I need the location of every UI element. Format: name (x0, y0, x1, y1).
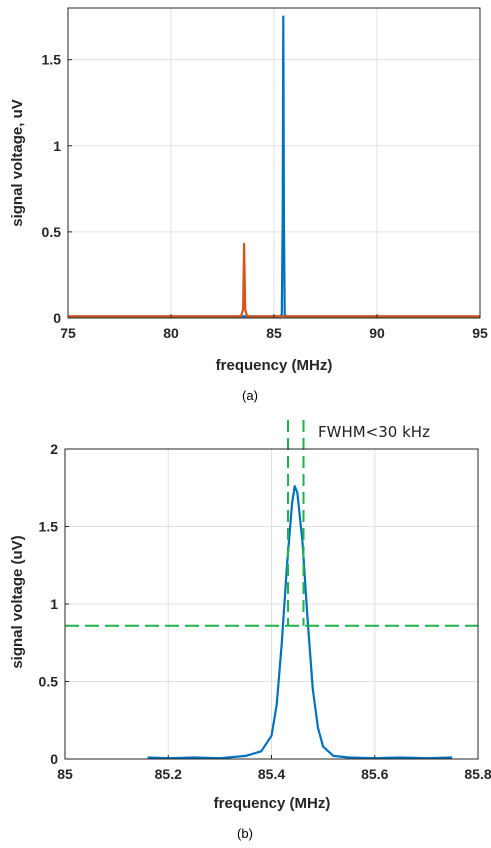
chart-a-xtick-label: 80 (163, 325, 179, 341)
chart-b-ytick-label: 2 (50, 441, 58, 457)
chart-a-series-2-line (68, 242, 480, 318)
chart-b-fwhm-lines (65, 420, 478, 627)
chart-b-ticks: 85 85.2 85.4 85.6 85.8 0 0.5 1 1.5 2 (39, 441, 491, 782)
chart-b-xtick-label: 85 (57, 766, 73, 782)
chart-b-series (147, 485, 453, 760)
chart-a-series (68, 15, 480, 318)
chart-b-ytick-label: 1 (50, 596, 58, 612)
chart-b-series-1-line (147, 485, 453, 760)
chart-a-ytick-label: 0 (53, 310, 61, 326)
chart-a-ticks: 75 80 85 90 95 0 0.5 1 1.5 (42, 52, 488, 341)
chart-a-xtick-label: 75 (60, 325, 76, 341)
chart-a-caption: (a) (242, 388, 258, 403)
chart-a-ytick-label: 0.5 (42, 224, 62, 240)
chart-a-xtick-label: 85 (266, 325, 282, 341)
chart-b-xtick-label: 85.4 (258, 766, 285, 782)
chart-b-xtick-label: 85.6 (361, 766, 388, 782)
chart-b-annotation: FWHM<30 kHz (318, 423, 430, 441)
chart-b-ytick-label: 0.5 (39, 674, 59, 690)
chart-b-ytick-label: 1.5 (39, 519, 59, 535)
chart-a-xtick-label: 90 (369, 325, 385, 341)
chart-a-ylabel: signal voltage, uV (9, 99, 26, 227)
chart-b-caption: (b) (237, 826, 253, 841)
chart-a-xlabel: frequency (MHz) (216, 357, 333, 374)
chart-b-xtick-label: 85.8 (464, 766, 491, 782)
chart-a-xtick-label: 95 (472, 325, 488, 341)
chart-b-ylabel: signal voltage (uV) (9, 535, 26, 668)
chart-a: 75 80 85 90 95 0 0.5 1 1.5 frequency (MHz) signa… (9, 7, 488, 403)
chart-a-ytick-label: 1.5 (42, 52, 62, 68)
chart-b-xlabel: frequency (MHz) (214, 795, 331, 812)
chart-b: 85 85.2 85.4 85.6 85.800.511.52 FWHM<30 kHz … (9, 420, 491, 841)
chart-b-xtick-label: 85.2 (155, 766, 182, 782)
chart-a-ytick-label: 1 (53, 138, 61, 154)
chart-b-ytick-label: 0 (50, 751, 58, 767)
